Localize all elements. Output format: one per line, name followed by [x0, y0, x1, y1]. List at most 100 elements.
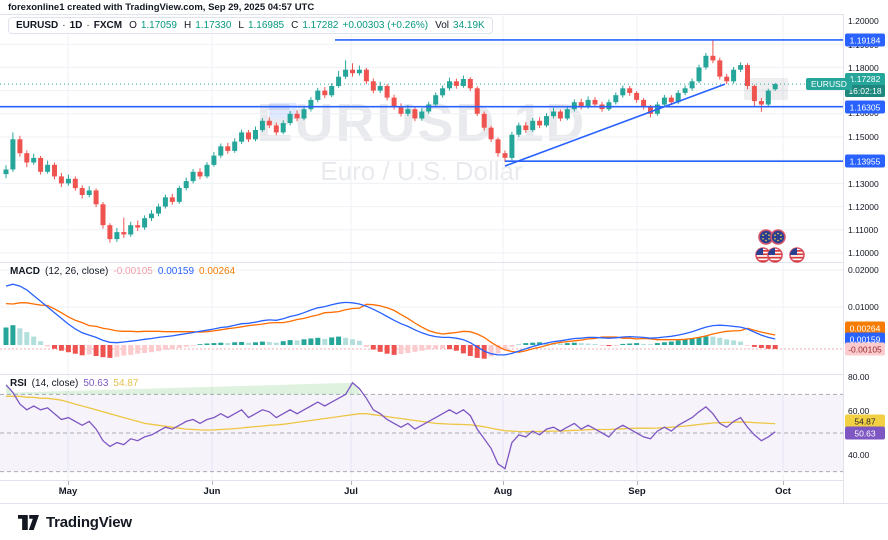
macd-histogram-bar — [86, 345, 92, 355]
candle-body — [405, 109, 411, 114]
candle-body — [765, 90, 771, 105]
candle-body — [287, 113, 293, 124]
macd-signal-line — [5, 302, 776, 353]
candle-body — [751, 86, 757, 102]
macd-histogram-bar — [294, 340, 300, 345]
candle-body — [58, 176, 64, 184]
candle-body — [169, 197, 175, 202]
macd-pane-separator[interactable] — [0, 262, 888, 263]
macd-histogram-bar — [467, 345, 473, 356]
macd-histogram-bar — [114, 345, 120, 357]
macd-histogram-bar — [703, 336, 709, 345]
us-flag-icon[interactable] — [755, 247, 805, 263]
candle-body — [162, 197, 168, 207]
time-scale-label: Sep — [628, 486, 646, 497]
candle-body — [738, 65, 744, 70]
open-value: 1.17059 — [140, 20, 177, 31]
candle-body — [523, 125, 529, 130]
macd-histogram-bar — [620, 343, 626, 345]
macd-histogram-bar — [523, 343, 529, 345]
candle-body — [225, 146, 231, 151]
macd-histogram-bar — [412, 345, 418, 352]
macd-histogram-bar — [45, 345, 51, 347]
candle-body — [710, 55, 716, 61]
macd-histogram-bar — [156, 345, 161, 352]
rsi-legend[interactable]: RSI (14, close) 50.63 54.87 — [10, 378, 138, 389]
candle-body — [585, 99, 591, 107]
symbol-legend[interactable]: EURUSD · 1D · FXCM O 1.17059 H 1.17330 L 1.… — [8, 17, 493, 34]
candle-body — [516, 125, 522, 135]
economic-events-icons[interactable] — [752, 228, 814, 264]
macd-histogram-bar — [266, 342, 272, 345]
macd-histogram-bar — [592, 343, 598, 345]
macd-histogram-bar — [509, 345, 515, 347]
rsi-title[interactable]: RSI — [10, 378, 27, 389]
macd-histogram-bar — [537, 342, 543, 345]
legend-symbol[interactable]: EURUSD — [16, 20, 59, 31]
candle-body — [176, 188, 182, 202]
price-scale-label: 1.10000 — [848, 248, 879, 258]
macd-histogram-bar — [232, 342, 238, 345]
macd-histogram-bar — [502, 345, 508, 350]
tradingview-brand[interactable]: TradingView — [46, 513, 132, 531]
macd-signal-value: 0.00264 — [199, 266, 236, 277]
candle-body — [239, 132, 245, 142]
candle-body — [280, 123, 286, 133]
candle-body — [731, 69, 737, 82]
time-scale-tick — [351, 481, 352, 485]
time-scale-tick — [503, 481, 504, 485]
candle-body — [114, 232, 120, 240]
chart-plot-area[interactable]: EURUSD 1D Euro / U.S. Dollar EURUSD · 1D… — [0, 0, 852, 480]
macd-histogram-bar — [100, 345, 106, 358]
volume-value: 34.19K — [453, 20, 485, 31]
macd-histogram-bar — [668, 341, 674, 345]
macd-title[interactable]: MACD — [10, 266, 40, 277]
candle-body — [204, 164, 210, 177]
high-label: H — [184, 20, 192, 31]
price-scale-label: 60.00 — [848, 406, 870, 416]
price-scale-label: 40.00 — [848, 450, 870, 460]
macd-histogram-bar — [246, 342, 251, 345]
candle-body — [218, 146, 224, 156]
macd-legend[interactable]: MACD (12, 26, close) -0.00105 0.00159 0.… — [10, 266, 235, 277]
legend-timeframe[interactable]: 1D — [69, 20, 83, 31]
macd-histogram-bar — [93, 345, 99, 356]
macd-histogram-bar — [370, 345, 376, 350]
candle-body — [745, 65, 750, 86]
candle-body — [634, 92, 640, 100]
rsi-pane-separator[interactable] — [0, 374, 888, 375]
macd-histogram-bar — [58, 345, 64, 351]
macd-histogram-bar — [516, 343, 522, 345]
candle-body — [564, 109, 570, 119]
macd-histogram-bar — [696, 337, 702, 345]
time-scale-tick — [68, 481, 69, 485]
candle-body — [38, 157, 44, 172]
legend-exchange[interactable]: FXCM — [93, 20, 123, 31]
candle-body — [149, 213, 154, 219]
macd-histogram-bar — [495, 345, 501, 354]
macd-histogram-bar — [731, 340, 737, 345]
candle-body — [537, 120, 543, 126]
rsi-params: (14, close) — [31, 378, 79, 389]
macd-histogram-bar — [259, 341, 265, 345]
rsi-overbought-fill — [6, 382, 360, 395]
price-chart-canvas[interactable] — [0, 0, 843, 480]
macd-histogram-bar — [453, 345, 459, 351]
macd-histogram-bar — [634, 343, 640, 345]
low-label: L — [238, 20, 244, 31]
macd-histogram-bar — [197, 344, 203, 345]
macd-histogram-bar — [79, 345, 85, 356]
macd-histogram-bar — [273, 342, 279, 345]
macd-histogram-bar — [488, 345, 494, 357]
price-scale[interactable]: 1.200001.190001.180001.160001.150001.130… — [844, 14, 888, 503]
macd-histogram-bar — [377, 345, 383, 352]
time-scale[interactable]: May Jun Jul Aug Sep Oct — [0, 481, 843, 503]
candle-body — [377, 86, 383, 91]
tradingview-logo-icon[interactable] — [18, 514, 39, 530]
macd-histogram-bar — [149, 345, 154, 353]
macd-histogram-bar — [481, 345, 487, 359]
eu-flag-icon[interactable] — [758, 229, 786, 245]
price-scale-label: 1.15000 — [848, 132, 879, 142]
candle-body — [571, 102, 577, 110]
